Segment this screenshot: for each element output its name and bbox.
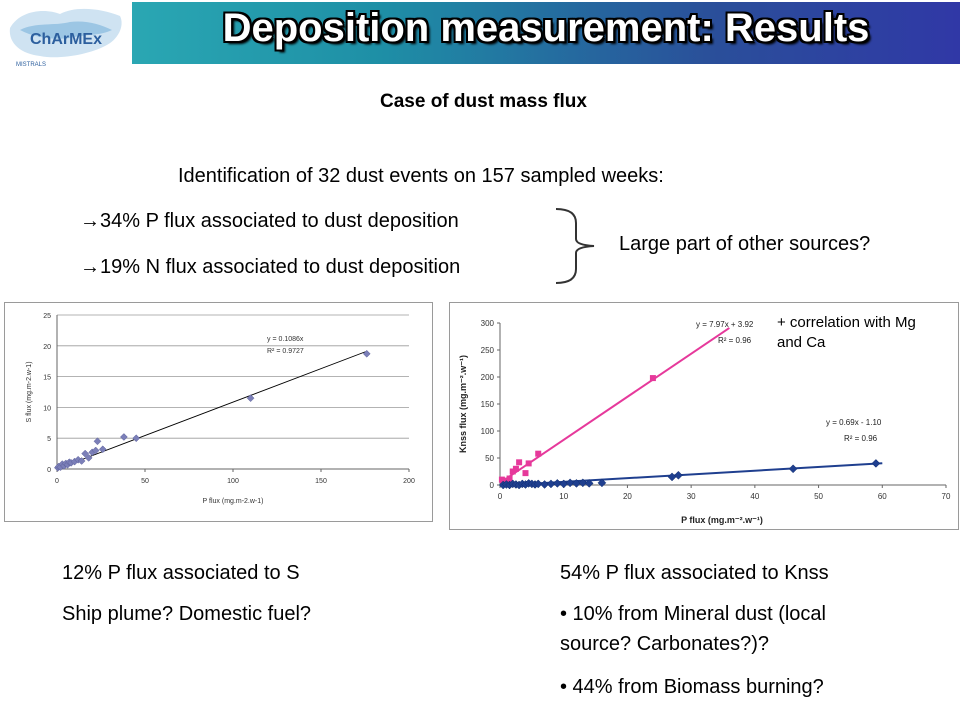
trendline-r2: R² = 0.9727 <box>267 348 304 355</box>
y-tick-label: 25 <box>43 313 51 320</box>
y-tick-label: 100 <box>481 427 495 436</box>
charmex-logo-graphic: ChArMEx MISTRALS <box>9 8 122 68</box>
data-point <box>552 479 562 488</box>
chart-knss-flux-svg: 0 50 100 150 200 250 300 0 10 20 30 40 50 60 70 y = 7.9… <box>458 319 951 525</box>
data-point <box>77 457 86 465</box>
data-point <box>533 479 543 489</box>
data-point <box>516 459 523 466</box>
x-tick-label: 10 <box>559 492 568 501</box>
data-point <box>509 468 516 475</box>
x-tick-label: 50 <box>814 492 823 501</box>
data-point <box>572 479 581 488</box>
data-point <box>246 394 255 403</box>
data-point <box>362 349 371 358</box>
data-point <box>93 437 102 446</box>
data-point <box>788 464 798 474</box>
trendline <box>56 350 367 470</box>
chart-knss-flux: 0 50 100 150 200 250 300 0 10 20 30 40 50 60 70 y = 7.9… <box>449 302 959 530</box>
subtitle: Case of dust mass flux <box>380 91 587 112</box>
data-point <box>667 472 677 482</box>
x-tick-label: 40 <box>750 492 759 501</box>
right-bullet-1b: source? Carbonates?)? <box>560 633 770 655</box>
data-point <box>84 454 93 462</box>
right-bullet-2: • 44% from Biomass burning? <box>560 676 824 698</box>
series-r2: R² = 0.96 <box>718 336 752 345</box>
bullet-n-flux: →19% N flux associated to dust depositio… <box>80 256 461 278</box>
correlation-note-2: and Ca <box>777 334 826 351</box>
x-tick-label: 0 <box>55 478 59 485</box>
y-tick-label: 200 <box>481 373 495 382</box>
bullet-p-flux: →34% P flux associated to dust depositio… <box>80 210 459 232</box>
x-tick-label: 100 <box>227 478 239 485</box>
data-point <box>540 480 549 489</box>
x-tick-label: 60 <box>878 492 887 501</box>
x-tick-label: 0 <box>498 492 503 501</box>
chart-s-flux: 0 5 10 15 20 25 0 50 100 150 200 y = 0.1086x R² = 0.… <box>4 302 433 522</box>
data-point <box>98 445 107 454</box>
data-point <box>871 459 881 468</box>
left-caption-2: Ship plume? Domestic fuel? <box>62 603 312 625</box>
chart-s-flux-svg: 0 5 10 15 20 25 0 50 100 150 200 y = 0.1086x R² = 0.… <box>26 313 415 505</box>
y-tick-label: 50 <box>485 454 494 463</box>
series-r2: R² = 0.96 <box>844 434 878 443</box>
x-tick-label: 200 <box>403 478 415 485</box>
data-point <box>674 470 683 480</box>
data-point <box>91 446 100 455</box>
x-tick-label: 30 <box>687 492 696 501</box>
data-point <box>535 450 542 457</box>
data-point <box>649 375 656 382</box>
y-tick-label: 0 <box>47 467 51 474</box>
x-tick-label: 50 <box>141 478 149 485</box>
trendline-equation: y = 0.1086x <box>267 336 304 343</box>
intro-text: Identification of 32 dust events on 157 … <box>178 165 664 187</box>
logo-subtext: MISTRALS <box>16 62 46 68</box>
x-tick-label: 20 <box>623 492 632 501</box>
data-point <box>584 479 594 488</box>
header: ChArMEx MISTRALS Deposition measurement:… <box>0 0 960 70</box>
y-tick-label: 15 <box>43 375 51 382</box>
logo-text: ChArMEx <box>30 31 102 48</box>
series-equation: y = 0.69x - 1.10 <box>826 418 882 427</box>
data-point <box>120 433 128 441</box>
data-point <box>506 475 513 482</box>
charmex-logo: ChArMEx MISTRALS <box>0 0 132 70</box>
data-point <box>578 478 588 488</box>
data-point <box>565 478 575 488</box>
data-point <box>81 449 90 458</box>
data-point <box>522 470 529 477</box>
x-axis-label: P flux (mg.m-2.w-1) <box>203 498 264 505</box>
data-point <box>525 460 532 467</box>
y-tick-label: 10 <box>43 405 51 412</box>
x-tick-label: 70 <box>942 492 951 501</box>
y-tick-label: 300 <box>481 319 495 328</box>
brace-note: Large part of other sources? <box>619 233 871 255</box>
x-tick-label: 150 <box>315 478 327 485</box>
y-tick-label: 150 <box>481 400 495 409</box>
y-axis-label: Knss flux (mg.m⁻².w⁻¹) <box>458 355 468 453</box>
curly-brace <box>555 208 595 284</box>
right-caption-1: 54% P flux associated to Knss <box>560 562 829 584</box>
page-title: Deposition measurement: Results <box>222 6 870 50</box>
y-tick-label: 20 <box>43 344 51 351</box>
title-banner <box>132 2 960 64</box>
left-caption-1: 12% P flux associated to S <box>62 562 300 584</box>
right-bullet-1a: • 10% from Mineral dust (local <box>560 603 826 625</box>
correlation-note-1: + correlation with Mg <box>777 314 916 331</box>
y-axis-label: S flux (mg.m-2.w-1) <box>26 361 33 422</box>
data-point <box>132 434 141 443</box>
series-trendline <box>499 327 730 484</box>
y-tick-label: 250 <box>481 346 495 355</box>
series-equation: y = 7.97x + 3.92 <box>696 320 754 329</box>
data-point <box>546 479 556 489</box>
y-tick-label: 0 <box>490 481 495 490</box>
data-point <box>512 465 519 472</box>
data-point <box>597 478 607 488</box>
y-tick-label: 5 <box>47 436 51 443</box>
x-axis-label: P flux (mg.m⁻².w⁻¹) <box>681 515 763 525</box>
